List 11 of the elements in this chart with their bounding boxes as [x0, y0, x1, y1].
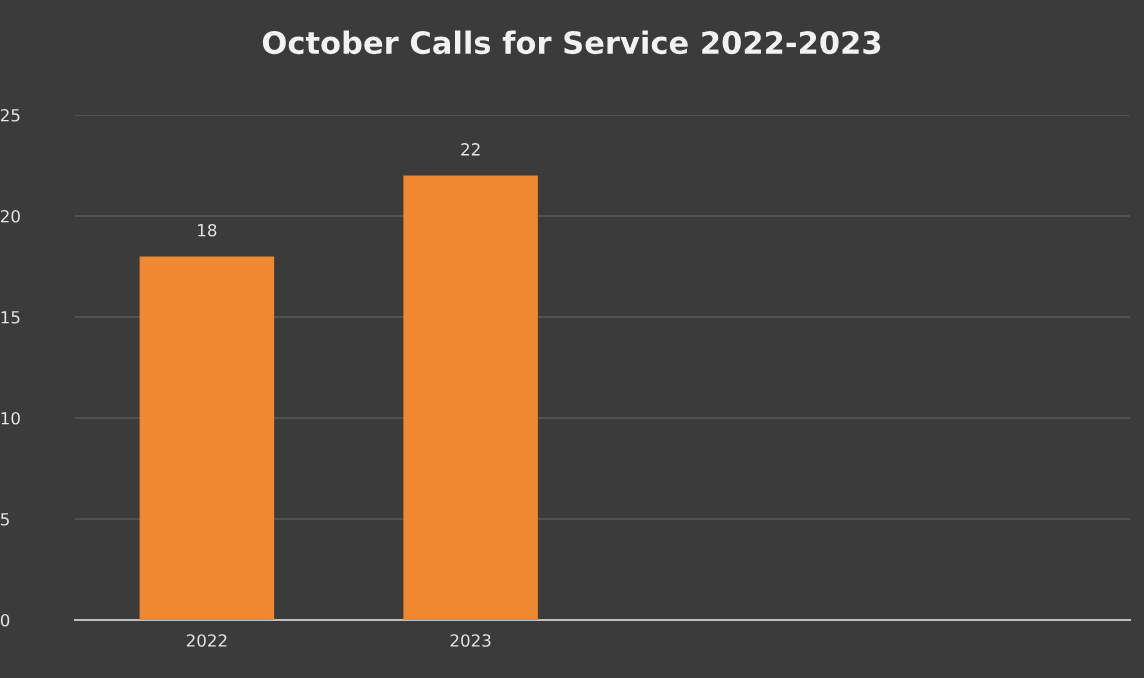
chart-title: October Calls for Service 2022-2023 [262, 30, 881, 55]
y-tick-label: 20 [0, 209, 20, 223]
y-tick-label: 25 [0, 108, 20, 122]
data-label: 22 [461, 143, 480, 156]
data-label: 18 [198, 223, 217, 237]
x-tick-label: 2023 [450, 634, 491, 647]
y-tick-label: 10 [1, 411, 20, 425]
y-tick-label: 5 [1, 513, 9, 526]
y-tick-label: 0 [0, 613, 10, 627]
x-tick-label: 2022 [186, 634, 227, 647]
y-tick-label: 15 [1, 311, 20, 324]
